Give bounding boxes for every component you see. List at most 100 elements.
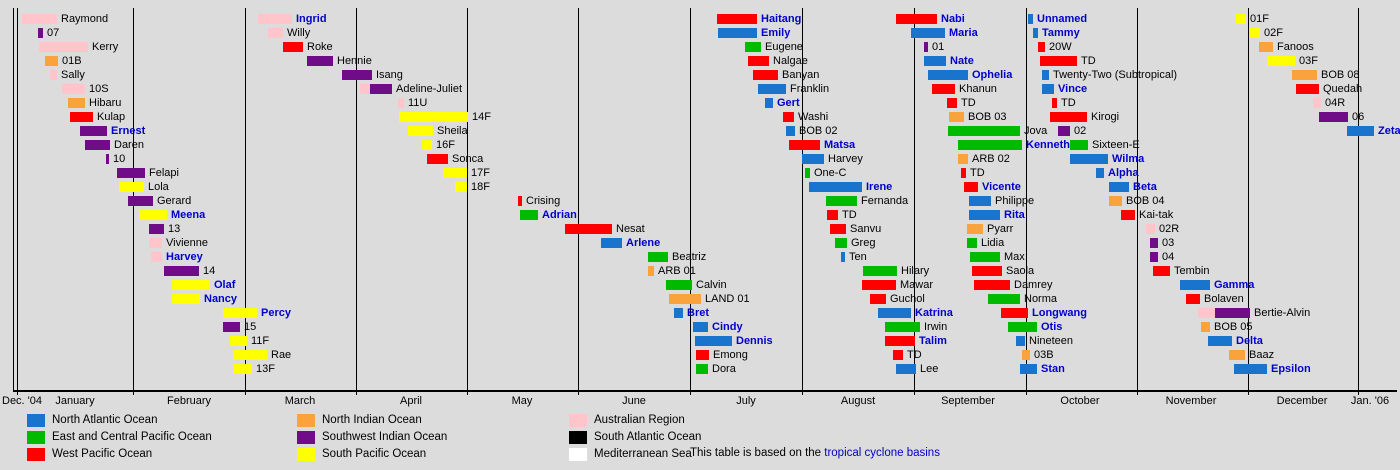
storm-label: Khanun [959,83,997,95]
storm-bar [1052,98,1057,108]
storm-bar [50,70,57,80]
storm-label: Beta [1133,181,1157,193]
storm-label: Irene [866,181,893,193]
storm-label: Haitang [761,13,802,25]
storm-bar [789,140,820,150]
storm-label: Dennis [736,335,773,347]
storm-bar [1215,308,1250,318]
axis-tick [1137,388,1138,395]
storm-label: Sheila [437,125,468,137]
storm-label: Nineteen [1029,335,1074,347]
storm-bar [949,112,964,122]
tropical-cyclone-basins-link[interactable]: tropical cyclone basins [824,447,940,459]
storm-bar [1001,308,1028,318]
storm-label: Hilary [901,265,930,277]
storm-label: BOB 05 [1214,321,1253,333]
storm-label: Tembin [1174,265,1210,277]
storm-bar [911,28,945,38]
storm-label: Hibaru [89,97,122,109]
storm-label: Percy [261,307,291,319]
month-label: April [399,395,423,407]
storm-bar [223,322,240,332]
storm-label: Jova [1024,125,1048,137]
storm-label: 06 [1352,111,1365,123]
storm-label: TD [842,209,857,221]
storm-label: Adeline-Juliet [396,83,463,95]
storm-bar [1296,84,1319,94]
storm-bar [745,42,761,52]
storm-bar [1229,350,1245,360]
storm-label: Meena [171,209,206,221]
storm-bar [128,196,153,206]
storm-label: Felapi [149,167,179,179]
axis-tick [467,388,468,395]
storm-label: Nalgae [773,55,808,67]
storm-label: 11F [251,335,270,347]
storm-bar [565,224,612,234]
month-gridline [690,8,691,392]
legend-label-wpac: West Pacific Ocean [52,448,153,460]
storm-bar [878,308,911,318]
legend-label-aus: Australian Region [594,414,685,426]
storm-label: 07 [47,27,60,39]
storm-label: 10S [89,83,109,95]
storm-label: Vivienne [166,237,208,249]
storm-bar [1319,112,1348,122]
storm-bar [964,182,978,192]
month-label: Dec. '04 [2,395,43,407]
storm-bar [648,252,668,262]
storm-label: Cindy [712,321,743,333]
storm-label: Ingrid [296,13,327,25]
storm-label: Damrey [1014,279,1053,291]
storm-bar [1096,168,1104,178]
storm-bar [718,28,757,38]
storm-bar [1042,84,1054,94]
storm-bar [1236,14,1246,24]
storm-label: TD [907,349,922,361]
storm-bar [45,56,58,66]
storm-label: Gamma [1214,279,1255,291]
storm-bar [370,84,392,94]
storm-label: 02 [1074,125,1087,137]
storm-bar [601,238,622,248]
storm-bar [841,252,845,262]
axis-tick [133,388,134,395]
axis-tick [914,388,915,395]
storm-label: Nancy [204,293,238,305]
month-label: February [166,395,212,407]
storm-bar [961,168,966,178]
storm-label: 02F [1264,27,1283,39]
legend-label-epac: East and Central Pacific Ocean [52,431,212,443]
storm-bar [924,42,928,52]
storm-label: 01 [932,41,945,53]
storm-label: Calvin [696,279,727,291]
month-label: June [622,395,646,407]
storm-label: Delta [1236,335,1263,347]
storm-bar [518,196,522,206]
storm-label: Guchol [890,293,925,305]
storm-label: Harvey [166,251,203,263]
chart-left-border [13,8,14,392]
storm-label: Ernest [111,125,146,137]
storm-bar [1347,126,1374,136]
storm-label: Max [1004,251,1025,263]
storm-label: Gerard [157,195,192,207]
storm-bar [68,98,85,108]
storm-label: 18F [471,181,490,193]
storm-bar [1186,294,1200,304]
storm-bar [695,336,732,346]
storm-bar [862,280,896,290]
storm-bar [151,252,162,262]
month-gridline [1137,8,1138,392]
storm-label: Rae [271,349,292,361]
storm-label: Fernanda [861,195,909,207]
month-gridline [1026,8,1027,392]
storm-label: Irwin [924,321,948,333]
storm-label: Kulap [97,111,126,123]
storm-label: Mawar [900,279,934,291]
storm-bar [520,210,538,220]
storm-label: 14 [203,265,216,277]
storm-label: Kerry [92,41,119,53]
storm-bar [258,14,292,24]
month-label: Jan. '06 [1350,395,1390,407]
